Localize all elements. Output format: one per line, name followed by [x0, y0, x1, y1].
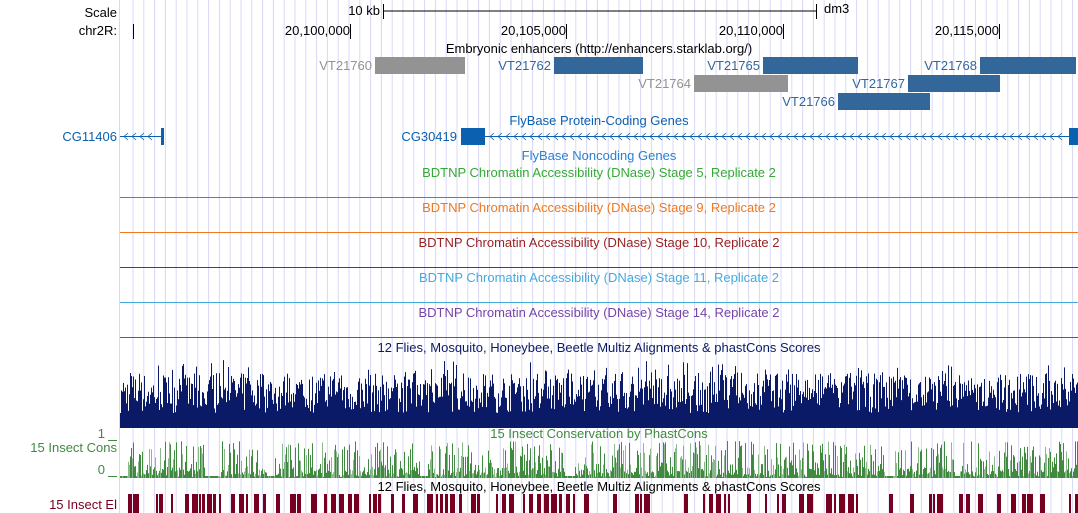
cons-plot — [120, 441, 1078, 478]
scale-bar — [383, 4, 817, 19]
enhancer-feature[interactable] — [375, 57, 465, 74]
multiz2-track-title[interactable]: 12 Flies, Mosquito, Honeybee, Beetle Mul… — [378, 479, 821, 494]
coding-genes-track-title[interactable]: FlyBase Protein-Coding Genes — [509, 113, 689, 128]
enhancer-feature[interactable] — [554, 57, 643, 74]
ruler-tick-label: 20,115,000 — [935, 23, 999, 38]
dnase-track-title[interactable]: BDTNP Chromatin Accessibility (DNase) St… — [419, 270, 779, 285]
enhancer-label[interactable]: VT21767 — [852, 76, 905, 91]
dnase-track-title[interactable]: BDTNP Chromatin Accessibility (DNase) St… — [422, 200, 776, 215]
dnase-track-title[interactable]: BDTNP Chromatin Accessibility (DNase) St… — [418, 235, 779, 250]
scale-label: Scale — [84, 5, 117, 20]
elements-side-label[interactable]: 15 Insect El — [49, 497, 117, 512]
enhancer-label[interactable]: VT21764 — [638, 76, 691, 91]
scale-bar-label: 10 kb — [348, 3, 380, 18]
noncoding-genes-track-title[interactable]: FlyBase Noncoding Genes — [522, 148, 677, 163]
gene-label-cg30419[interactable]: CG30419 — [401, 129, 457, 144]
cons-ymin-label: 0 — [98, 462, 105, 477]
ruler-tick-label: 20,105,000 — [501, 23, 566, 38]
cons-track-title[interactable]: 15 Insect Conservation by PhastCons — [490, 426, 708, 441]
dnase-track-title[interactable]: BDTNP Chromatin Accessibility (DNase) St… — [422, 165, 776, 180]
gene-models[interactable] — [120, 128, 1078, 145]
cons-side-label[interactable]: 15 Insect Cons — [30, 440, 117, 455]
enhancer-label[interactable]: VT21768 — [924, 58, 977, 73]
ruler-tick-label: 20,100,000 — [285, 23, 350, 38]
enhancer-label[interactable]: VT21765 — [707, 58, 760, 73]
chrom-label: chr2R: — [79, 23, 117, 38]
conserved-elements — [128, 494, 1078, 513]
enhancer-label[interactable]: VT21762 — [498, 58, 551, 73]
assembly-label: dm3 — [824, 1, 849, 16]
enhancer-label[interactable]: VT21766 — [782, 94, 835, 109]
multiz-phastcons-bars — [120, 360, 1078, 428]
enhancer-label[interactable]: VT21760 — [319, 58, 372, 73]
enhancer-feature[interactable] — [908, 75, 1000, 92]
enhancer-feature[interactable] — [838, 93, 930, 110]
ruler-tick-label: 20,110,000 — [719, 23, 783, 38]
enhancer-feature[interactable] — [763, 57, 858, 74]
dnase-track-title[interactable]: BDTNP Chromatin Accessibility (DNase) St… — [418, 305, 779, 320]
enhancer-feature[interactable] — [694, 75, 788, 92]
enhancers-track-title[interactable]: Embryonic enhancers (http://enhancers.st… — [446, 41, 752, 56]
cons-ymax-label: 1 — [98, 426, 105, 441]
multiz-track-title[interactable]: 12 Flies, Mosquito, Honeybee, Beetle Mul… — [378, 340, 821, 355]
enhancer-feature[interactable] — [980, 57, 1076, 74]
gene-label-cg11406[interactable]: CG11406 — [62, 129, 117, 144]
